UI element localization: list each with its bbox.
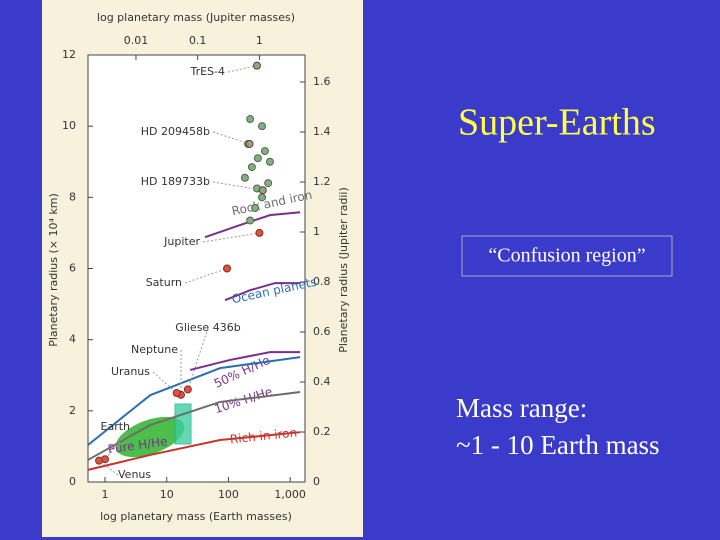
confusion-region xyxy=(174,403,192,445)
planet-label: Venus xyxy=(118,468,151,481)
curve xyxy=(224,282,301,302)
planet-label: Neptune xyxy=(131,343,178,356)
y2-tick-label: 0.6 xyxy=(313,325,331,338)
planet-label: Saturn xyxy=(146,276,182,289)
y-axis-title: Planetary radius (× 10⁴ km) xyxy=(47,193,60,347)
planet-point xyxy=(260,147,269,156)
named-planet xyxy=(183,385,192,394)
y2-tick-label: 1 xyxy=(313,225,320,238)
leader-line xyxy=(152,371,178,394)
y2-tick-label: 1.6 xyxy=(313,75,331,88)
planet-label: HD 189733b xyxy=(141,175,210,188)
curve xyxy=(189,351,301,371)
y-tick-label: 6 xyxy=(69,262,76,275)
x-tick-label: 100 xyxy=(218,488,239,501)
leader-line xyxy=(202,232,260,243)
planet-label: Gliese 436b xyxy=(175,321,240,334)
leader-line xyxy=(212,131,250,145)
curve xyxy=(87,431,301,471)
callout-box xyxy=(461,235,673,277)
x-tick-label: 1 xyxy=(102,488,109,501)
x-axis-title: log planetary mass (Earth masses) xyxy=(100,510,292,523)
mass-range: ~1 - 10 Earth mass xyxy=(456,430,660,460)
x2-axis-title: log planetary mass (Jupiter masses) xyxy=(97,11,295,24)
curve xyxy=(87,356,301,446)
x-tick-label: 1,000 xyxy=(274,488,306,501)
leader-line xyxy=(212,181,263,191)
named-planet xyxy=(258,186,267,195)
planet-label: Earth xyxy=(101,420,131,433)
y2-axis-title: Planetary radius (Jupiter radii) xyxy=(337,187,350,353)
y2-tick-label: 0.4 xyxy=(313,375,331,388)
leader-line xyxy=(184,268,228,284)
plot-frame xyxy=(87,54,306,483)
slide-title: Super-Earths xyxy=(458,102,656,144)
planet-label: HD 209458b xyxy=(141,125,210,138)
planet-label: Uranus xyxy=(111,365,150,378)
y-tick-label: 2 xyxy=(69,404,76,417)
y2-tick-label: 0.8 xyxy=(313,275,331,288)
planet-label: Jupiter xyxy=(163,235,200,248)
leader-line xyxy=(104,426,134,460)
y2-tick-label: 1.2 xyxy=(313,175,331,188)
named-planet xyxy=(172,389,181,398)
x2-tick-label: 0.1 xyxy=(189,34,207,47)
planet-point xyxy=(253,154,262,163)
y-tick-label: 10 xyxy=(62,119,76,132)
x2-tick-label: 0.01 xyxy=(124,34,149,47)
y2-tick-label: 0 xyxy=(313,475,320,488)
planet-point xyxy=(258,193,267,202)
planet-point xyxy=(251,204,260,213)
planet-point xyxy=(264,179,273,188)
y2-tick-label: 1.4 xyxy=(313,125,331,138)
x-tick-label: 10 xyxy=(160,488,174,501)
named-planet xyxy=(95,456,104,465)
named-planet xyxy=(223,264,232,273)
planet-point xyxy=(247,163,256,172)
planet-point xyxy=(265,157,274,166)
y-tick-label: 0 xyxy=(69,475,76,488)
mass-range: Mass range: xyxy=(456,393,587,423)
planet-point xyxy=(258,122,267,131)
leader-line xyxy=(227,65,258,73)
leader-line xyxy=(187,327,209,390)
figure: log planetary mass (Jupiter masses) log … xyxy=(42,0,363,537)
planet-point xyxy=(240,173,249,182)
callout-text: “Confusion region” xyxy=(488,245,645,267)
planet-point xyxy=(246,216,255,225)
named-planet xyxy=(252,61,261,70)
planet-point xyxy=(246,115,255,124)
curve xyxy=(204,211,301,239)
y-tick-label: 12 xyxy=(62,48,76,61)
named-planet xyxy=(245,139,254,148)
y-tick-label: 8 xyxy=(69,190,76,203)
y-tick-label: 4 xyxy=(69,333,76,346)
named-planet xyxy=(255,228,264,237)
y2-tick-label: 0.2 xyxy=(313,425,331,438)
x2-tick-label: 1 xyxy=(256,34,263,47)
planet-label: TrES-4 xyxy=(189,65,225,78)
